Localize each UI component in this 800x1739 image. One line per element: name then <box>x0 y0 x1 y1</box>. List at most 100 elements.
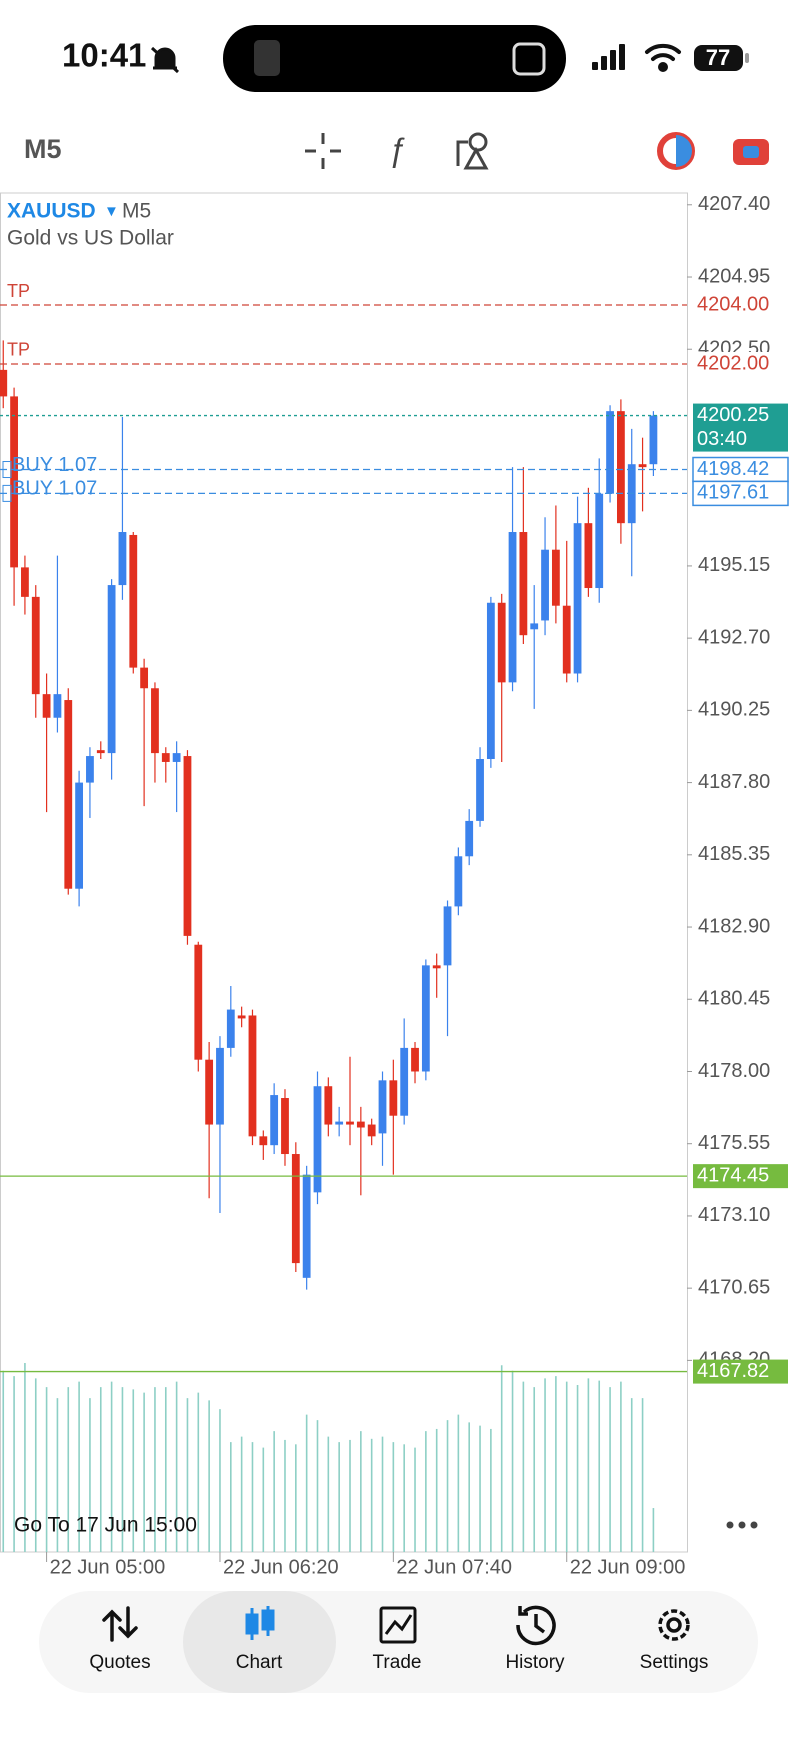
y-tick-label: 4185.35 <box>698 843 770 865</box>
candle-body <box>616 411 625 524</box>
candle-body <box>454 856 463 907</box>
tab-label[interactable]: Trade <box>373 1652 422 1673</box>
bar-countdown: 03:40 <box>697 428 747 450</box>
goto-button[interactable]: Go To 17 Jun 15:00 <box>14 1514 197 1537</box>
price-label: 4167.82 <box>697 1360 769 1382</box>
battery-level: 77 <box>706 45 730 70</box>
candle-body <box>53 694 62 718</box>
candle-body <box>508 532 517 683</box>
more-button[interactable] <box>726 1521 758 1529</box>
candle-body <box>64 700 73 889</box>
x-tick-label: 22 Jun 05:00 <box>50 1556 166 1578</box>
x-tick-label: 22 Jun 09:00 <box>570 1556 686 1578</box>
price-label: 4174.45 <box>697 1164 769 1186</box>
y-tick-label: 4170.65 <box>698 1276 770 1298</box>
candle-body <box>541 549 549 621</box>
timeframe-button[interactable]: M5 <box>24 134 62 164</box>
candle-body <box>389 1080 398 1116</box>
candle-body <box>237 1015 246 1019</box>
candle-body <box>42 694 51 718</box>
candle-body <box>140 667 149 689</box>
candle-body <box>172 753 181 762</box>
candle-body <box>519 532 528 636</box>
candle-body <box>86 756 94 783</box>
tab-label[interactable]: Quotes <box>89 1652 150 1673</box>
candle-body <box>259 1136 268 1146</box>
candle-body <box>226 1009 235 1048</box>
y-tick-label: 4192.70 <box>698 626 770 648</box>
candle-body <box>346 1121 354 1125</box>
y-tick-label: 4204.95 <box>698 265 770 287</box>
candle-body <box>216 1047 224 1125</box>
symbol[interactable]: XAUUSD <box>7 200 96 223</box>
one-click-button[interactable] <box>657 132 695 170</box>
y-tick-label: 4195.15 <box>698 554 770 576</box>
candle-body <box>302 1174 311 1278</box>
candle-body <box>313 1086 322 1193</box>
battery <box>694 45 743 71</box>
candle-body <box>21 567 29 597</box>
wifi-icon <box>645 43 681 72</box>
x-tick-label: 22 Jun 07:40 <box>396 1556 512 1578</box>
candle-body <box>443 906 452 966</box>
mute-icon <box>150 46 180 74</box>
plot: 4207.404204.954202.504195.154192.704190.… <box>0 193 770 1578</box>
history-icon <box>516 1605 556 1646</box>
tab-highlight <box>183 1591 336 1693</box>
candle-body <box>638 464 647 468</box>
candle-body <box>432 965 441 969</box>
y-tick-label: 4182.90 <box>698 915 770 937</box>
chart-frame <box>0 192 688 1553</box>
candle-body <box>75 782 84 889</box>
clock: 10:41 <box>62 37 146 74</box>
candle-body <box>562 605 571 674</box>
order-label: BUY 1.07 <box>12 454 97 476</box>
candle-body <box>378 1080 387 1134</box>
y-tick-label: 4187.80 <box>698 771 770 793</box>
candle-body <box>421 965 430 1072</box>
price-label-box <box>693 403 788 452</box>
candle-body <box>0 369 8 397</box>
x-tick-label: 22 Jun 06:20 <box>223 1556 339 1578</box>
price-label-box <box>692 480 789 507</box>
level-label: TP <box>7 281 30 301</box>
price-label-box <box>693 1164 788 1189</box>
candle-body <box>476 759 484 821</box>
chart-timeframe: M5 <box>122 200 151 223</box>
price-label-box <box>693 1359 788 1384</box>
objects-button[interactable] <box>456 132 489 170</box>
candle-body <box>270 1095 279 1146</box>
crosshair-button[interactable] <box>305 133 341 169</box>
candle-body <box>291 1154 300 1264</box>
candle-body <box>584 523 593 589</box>
order-label: BUY 1.07 <box>12 478 97 500</box>
candle-body <box>194 944 203 1060</box>
island-icon <box>254 40 280 76</box>
symbol-description: Gold vs US Dollar <box>7 227 174 250</box>
trade-button[interactable] <box>733 139 769 165</box>
candle-body <box>551 549 560 606</box>
candle-body <box>400 1047 409 1116</box>
y-tick-label: 4190.25 <box>698 699 770 721</box>
candle-body <box>649 415 658 465</box>
tab-label[interactable]: History <box>505 1652 565 1673</box>
level-label: TP <box>7 340 30 360</box>
candle-body <box>367 1124 376 1137</box>
y-tick-label: 4207.40 <box>698 193 770 215</box>
dynamic-island <box>223 25 566 92</box>
quotes-icon <box>102 1606 138 1642</box>
candle-body <box>183 756 192 936</box>
tab-label[interactable]: Settings <box>640 1652 709 1673</box>
candle-body <box>129 534 138 668</box>
price-label: 4204.00 <box>697 293 769 315</box>
price-label-box <box>692 456 789 483</box>
y-tick-label: 4173.10 <box>698 1204 770 1226</box>
symbol-dropdown[interactable]: ▼ <box>104 203 119 220</box>
candle-body <box>606 411 614 494</box>
indicators-button[interactable]: ƒ <box>388 131 406 167</box>
candle-body <box>281 1098 289 1155</box>
tab-label[interactable]: Chart <box>236 1652 283 1673</box>
candle-body <box>324 1086 333 1125</box>
